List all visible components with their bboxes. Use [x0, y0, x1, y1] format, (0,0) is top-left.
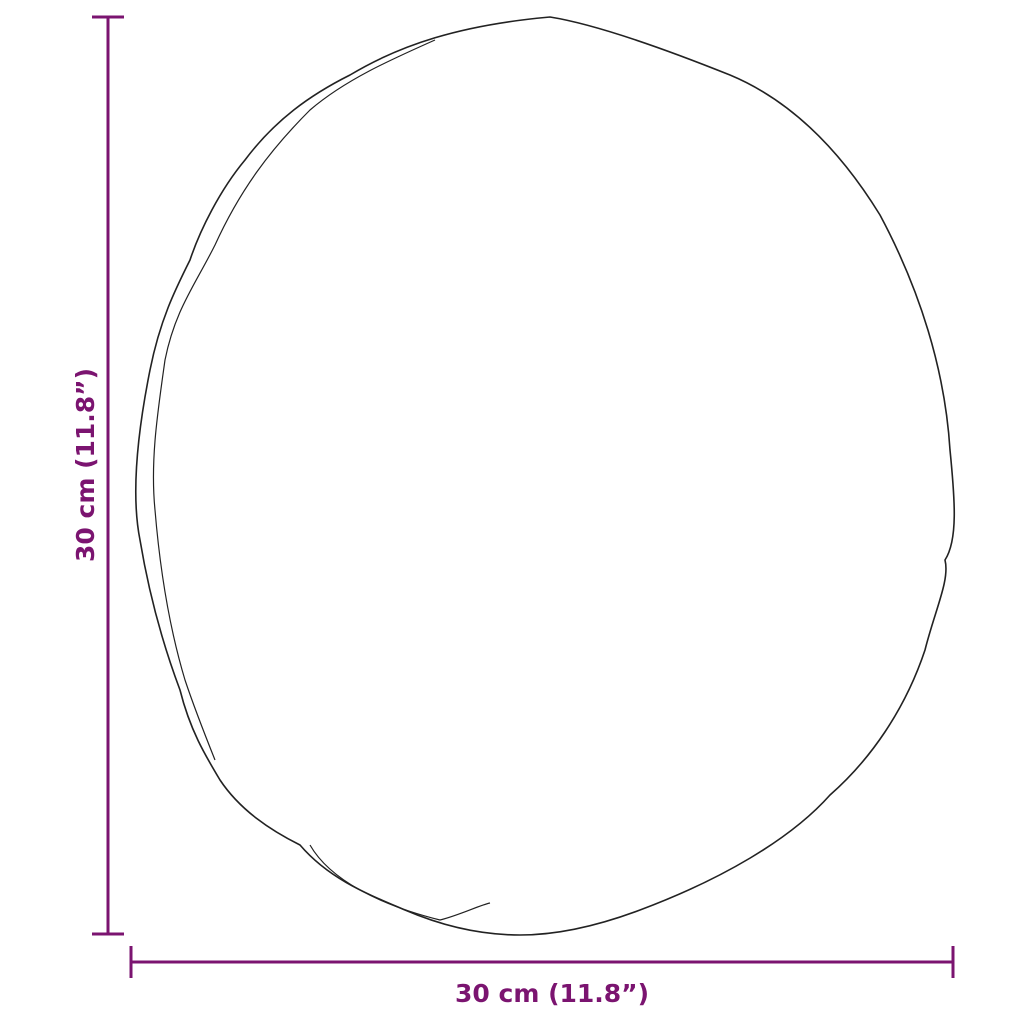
- mirror-inner-edge: [152, 39, 491, 921]
- width-label: 30 cm (11.8”): [455, 979, 650, 1008]
- mirror-outline: [135, 16, 956, 936]
- height-label: 30 cm (11.8”): [71, 367, 100, 562]
